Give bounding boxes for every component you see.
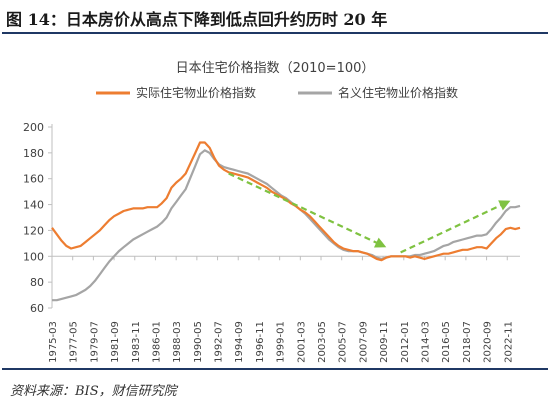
line-chart: 日本住宅价格指数（2010=100） 实际住宅物业价格指数 名义住宅物业价格指数… bbox=[23, 60, 521, 363]
trend-arrow-up bbox=[400, 200, 511, 254]
chart-container: 日本住宅价格指数（2010=100） 实际住宅物业价格指数 名义住宅物业价格指数… bbox=[0, 36, 550, 366]
source-text: 资料来源：BIS，财信研究院 bbox=[10, 384, 177, 399]
x-tick-label: 2003-05 bbox=[317, 321, 328, 363]
x-tick-label: 1999-01 bbox=[276, 321, 287, 363]
y-tick-label: 200 bbox=[23, 121, 44, 134]
source-note: 资料来源：BIS，财信研究院 bbox=[2, 368, 548, 410]
y-axis: 60 80 100 120 140 160 180 200 bbox=[23, 121, 53, 315]
trend-arrow-head bbox=[498, 200, 511, 211]
trend-arrow-head bbox=[373, 237, 387, 248]
x-tick-label: 2012-01 bbox=[400, 321, 411, 363]
legend-label-real: 实际住宅物业价格指数 bbox=[136, 85, 256, 100]
y-tick-label: 180 bbox=[23, 147, 44, 160]
y-tick-label: 160 bbox=[23, 173, 44, 186]
x-tick-label: 2018-07 bbox=[462, 321, 473, 363]
x-tick-label: 2009-11 bbox=[379, 321, 390, 363]
legend: 实际住宅物业价格指数 名义住宅物业价格指数 bbox=[96, 85, 458, 100]
series-layer bbox=[51, 141, 521, 302]
chart-title: 日本住宅价格指数（2010=100） bbox=[176, 60, 375, 76]
trend-arrow-shaft bbox=[228, 172, 379, 245]
figure-heading-text: 图 14：日本房价从高点下降到低点回升约历时 20 年 bbox=[6, 10, 388, 29]
figure-heading: 图 14：日本房价从高点下降到低点回升约历时 20 年 bbox=[2, 0, 548, 34]
x-tick-label: 2020-09 bbox=[483, 321, 494, 363]
x-tick-label: 1992-07 bbox=[214, 321, 225, 363]
y-tick-label: 120 bbox=[23, 224, 44, 237]
x-tick-label: 2014-03 bbox=[420, 321, 431, 363]
x-tick-label: 1979-07 bbox=[89, 321, 100, 363]
x-tick-label: 2005-07 bbox=[338, 321, 349, 363]
annotation-layer bbox=[228, 172, 511, 254]
legend-label-nominal: 名义住宅物业价格指数 bbox=[338, 85, 458, 100]
y-tick-label: 60 bbox=[30, 302, 44, 315]
x-tick-label: 1990-05 bbox=[193, 321, 204, 363]
y-tick-label: 80 bbox=[30, 276, 44, 289]
x-tick-label: 1977-05 bbox=[69, 321, 80, 363]
x-tick-label: 2022-11 bbox=[503, 321, 514, 363]
x-tick-label: 1988-03 bbox=[172, 321, 183, 363]
x-tick-label: 2001-03 bbox=[296, 321, 307, 363]
trend-arrow-shaft bbox=[400, 203, 503, 254]
x-tick-label: 1975-03 bbox=[48, 321, 59, 363]
x-tick-label: 1996-11 bbox=[255, 321, 266, 363]
series-line-nominal bbox=[52, 149, 521, 302]
x-tick-label: 1983-11 bbox=[131, 321, 142, 363]
x-tick-label: 2007-09 bbox=[358, 321, 369, 363]
x-tick-label: 2016-05 bbox=[441, 321, 452, 363]
y-tick-label: 100 bbox=[23, 250, 44, 263]
x-tick-label: 1994-09 bbox=[234, 321, 245, 363]
y-tick-label: 140 bbox=[23, 199, 44, 212]
x-tick-label: 1986-01 bbox=[151, 321, 162, 363]
x-axis: 1975-03 1977-05 1979-07 1981-09 1983-11 1986-… bbox=[48, 255, 520, 363]
trend-arrow-down bbox=[228, 172, 387, 248]
x-tick-label: 1981-09 bbox=[110, 321, 121, 363]
